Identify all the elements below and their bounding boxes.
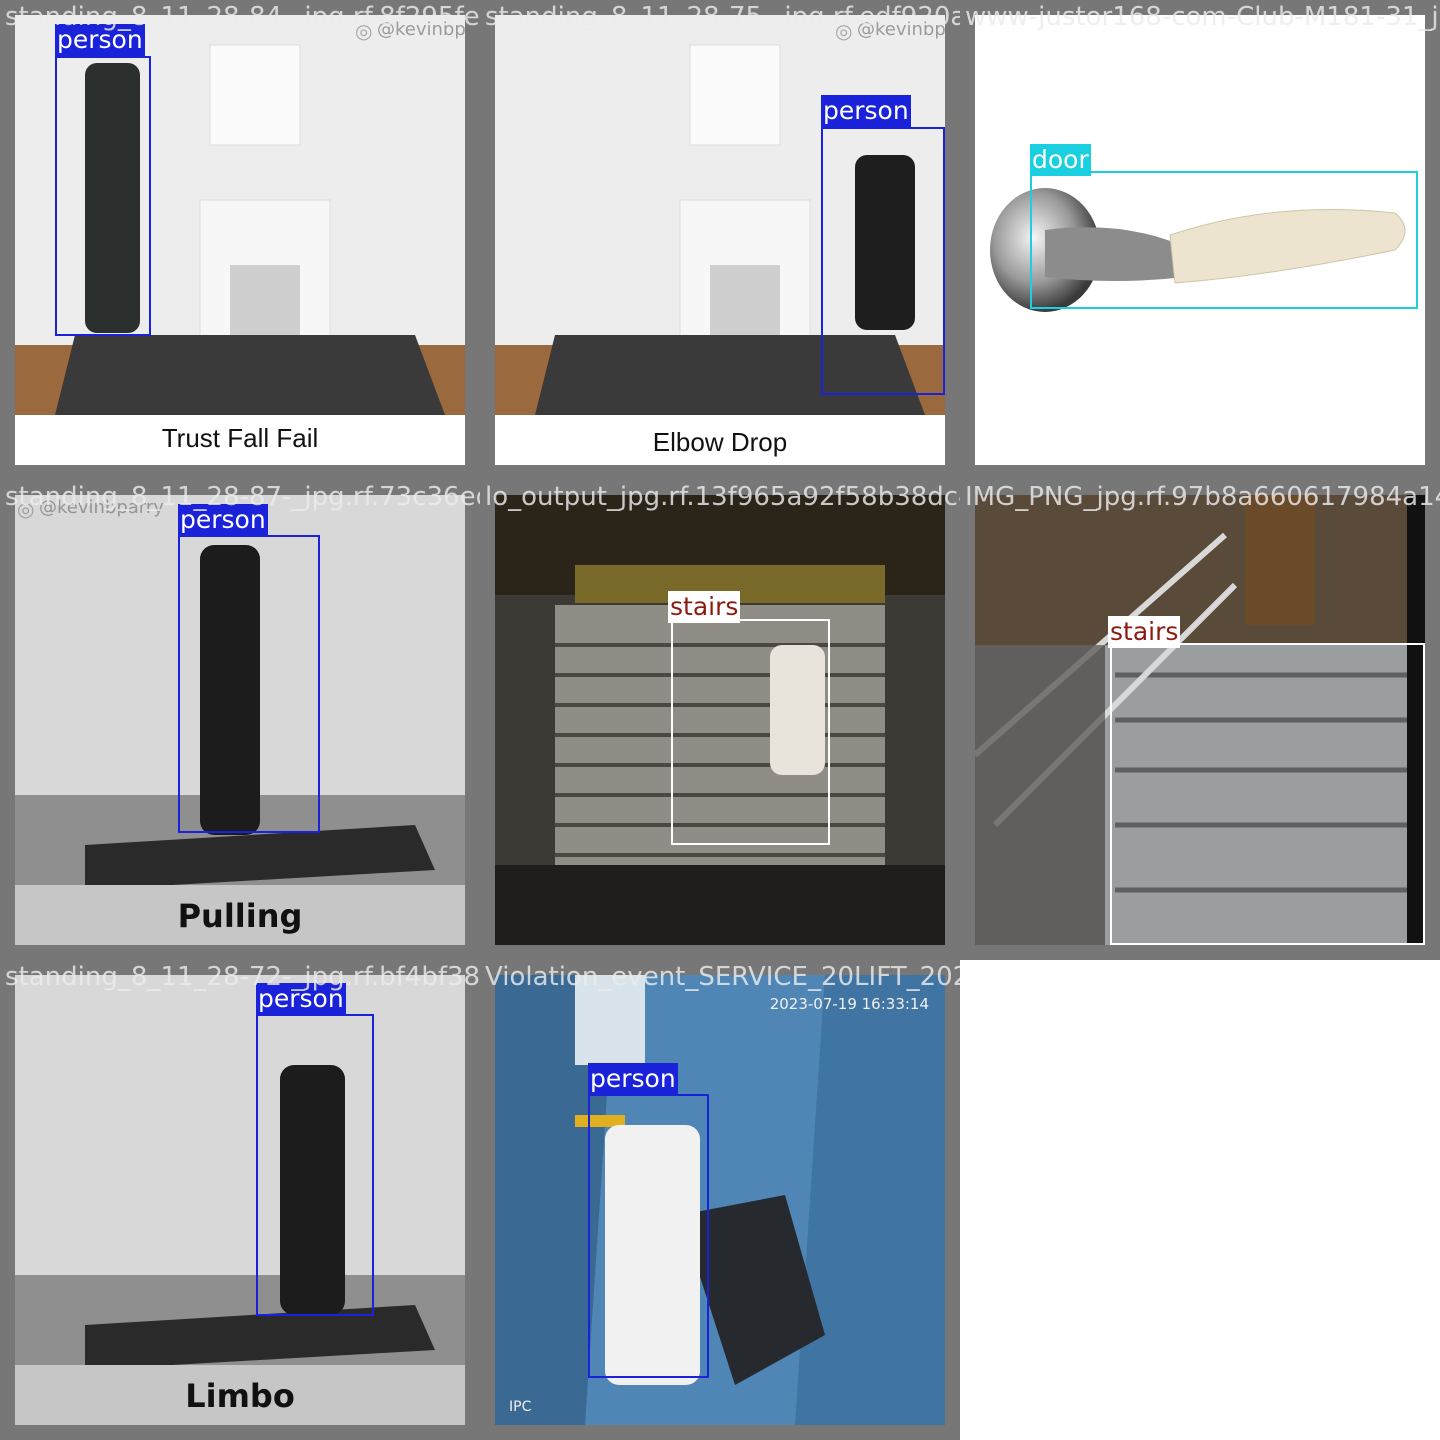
detection-box-stairs [1110, 643, 1425, 945]
photo-caption: Trust Fall Fail [161, 423, 319, 453]
photo-subway-stairs [495, 495, 945, 945]
photo-door-handle [975, 15, 1425, 465]
photo-caption: Pulling [177, 897, 303, 935]
watermark: @kevinbparry [377, 19, 465, 40]
photo-limbo: Limbo [15, 975, 465, 1425]
detection-label: person [178, 504, 268, 536]
photo-pulling: ◎ @kevinbparry Pulling [15, 495, 465, 945]
mosaic-tile-1: ◎ @kevinbparry Trust Fall Fail standing_… [0, 0, 480, 480]
watermark: @kevinbparry [857, 19, 945, 40]
detection-label: person [588, 1063, 678, 1095]
room-scene [15, 15, 465, 465]
detection-box-person [55, 56, 151, 336]
photo-caption: Elbow Drop [652, 427, 788, 457]
mosaic-tile-4: ◎ @kevinbparry Pulling standing_8_11_28-… [0, 480, 480, 960]
detection-box-person [178, 535, 320, 833]
mosaic-tile-5: lo_output_jpg.rf.13f965a92f58b38dc4a5ECN… [480, 480, 960, 960]
elevator-scene [495, 975, 945, 1425]
mosaic-tile-2: ◎ @kevinbparry Elbow Drop standing_8_11_… [480, 0, 960, 480]
detection-label: stairs [1108, 616, 1181, 648]
stairs-scene [495, 495, 945, 945]
timestamp: 2023-07-19 16:33:14 [769, 995, 929, 1013]
detection-box-person [821, 127, 945, 395]
detection-box-person [256, 1014, 374, 1316]
photo-trust-fall: ◎ @kevinbparry Trust Fall Fail [15, 15, 465, 465]
mosaic-tile-8: 2023-07-19 16:33:14 IPC Violation_event_… [480, 960, 960, 1440]
detection-label: stairs [668, 591, 741, 623]
mosaic-tile-3: www-justor168-com-Club-M181-31_jp door [960, 0, 1440, 480]
detection-label: person [55, 24, 145, 56]
photo-elbow-drop: ◎ @kevinbparry Elbow Drop [495, 15, 945, 465]
mosaic-tile-7: Limbo standing_8_11_28-72-_jpg.rf.bf4bf3… [0, 960, 480, 1440]
detection-box-stairs [671, 619, 830, 845]
treadmill-scene [15, 975, 465, 1425]
detection-label: person [821, 95, 911, 127]
detection-box-door [1030, 171, 1418, 309]
treadmill-scene [15, 495, 465, 945]
mosaic-tile-6: IMG_PNG_jpg.rf.97b8a660617984a144 stairs [960, 480, 1440, 960]
detection-label: person [256, 983, 346, 1015]
instagram-icon: ◎ [17, 497, 35, 521]
photo-caption: Limbo [185, 1377, 295, 1415]
photo-elevator-cctv: 2023-07-19 16:33:14 IPC [495, 975, 945, 1425]
room-scene [495, 15, 945, 465]
watermark: @kevinbparry [39, 497, 164, 518]
instagram-icon: ◎ [355, 19, 373, 43]
marble-scene [975, 495, 1425, 945]
detection-label: door [1030, 144, 1091, 176]
camera-label: IPC [509, 1399, 532, 1415]
instagram-icon: ◎ [835, 19, 853, 43]
detection-box-person [588, 1094, 709, 1378]
handle-scene [990, 188, 1406, 312]
photo-marble-stairs [975, 495, 1425, 945]
